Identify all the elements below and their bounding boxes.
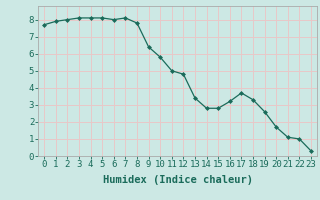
X-axis label: Humidex (Indice chaleur): Humidex (Indice chaleur) bbox=[103, 175, 252, 185]
